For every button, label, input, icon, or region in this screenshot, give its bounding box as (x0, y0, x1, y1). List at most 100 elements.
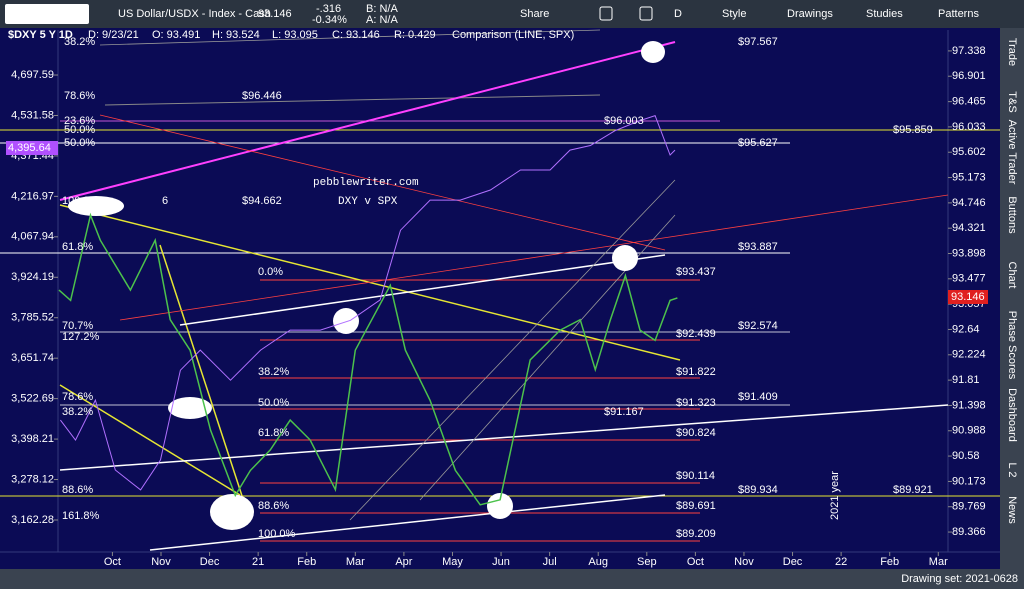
x-tick-label: 22 (835, 556, 847, 568)
sidebar-tab[interactable]: News (1006, 496, 1018, 524)
drawing-line (149, 494, 666, 551)
price-line (58, 212, 678, 506)
sidebar-tab[interactable]: Buttons (1006, 196, 1018, 234)
x-tick-label: Aug (588, 556, 608, 568)
annotation: $89.691 (676, 500, 716, 512)
toolbar-button[interactable]: Studies (866, 8, 903, 20)
annotation: $93.887 (738, 241, 778, 253)
annotation: $94.662 (242, 195, 282, 207)
header-high: H: 93.524 (212, 29, 260, 41)
x-tick-label: Apr (395, 556, 412, 568)
annotation: 23.6% (64, 115, 95, 127)
annotation: $96.446 (242, 90, 282, 102)
annotation: 61.8% (62, 241, 93, 253)
y-tick-label: 96.901 (952, 70, 986, 82)
drawing-line (349, 179, 676, 521)
y-tick-label: 92.64 (952, 323, 980, 335)
highlight-ellipse (487, 493, 513, 519)
x-tick-label: Oct (104, 556, 121, 568)
toolbar-button[interactable]: Patterns (938, 8, 979, 20)
highlight-ellipse (333, 308, 359, 334)
y2-tick-label: 3,522.69 (11, 393, 54, 405)
y2-tick-label: 3,785.52 (11, 312, 54, 324)
annotation: 78.6% (62, 391, 93, 403)
x-tick-label: Oct (687, 556, 704, 568)
toolbar-button[interactable]: Share (520, 8, 549, 20)
highlight-ellipse (641, 41, 665, 63)
header-comparison: Comparison (LINE, SPX) (452, 29, 574, 41)
change: -.316 (316, 3, 341, 15)
sidebar (1000, 28, 1024, 569)
y2-tick-label: 4,216.97 (11, 190, 54, 202)
drawing-set: Drawing set: 2021-0628 (901, 573, 1018, 585)
highlight-ellipse (210, 494, 254, 530)
annotation: $91.822 (676, 366, 716, 378)
x-tick-label: Sep (637, 556, 657, 568)
change-pct: -0.34% (312, 14, 347, 26)
x-tick-label: Jun (492, 556, 510, 568)
compare-tag-bg (6, 141, 58, 155)
y-tick-label: 94.321 (952, 222, 986, 234)
sidebar-tab[interactable]: T&S (1006, 91, 1018, 112)
ask: A: N/A (366, 14, 398, 26)
x-tick-label: May (442, 556, 463, 568)
header-symbol-period: $DXY 5 Y 1D (8, 29, 73, 41)
header-range: R: 0.429 (394, 29, 436, 41)
annotation: 78.6% (64, 90, 95, 102)
x-tick-label: Feb (297, 556, 316, 568)
annotation: 2021 year (829, 471, 841, 520)
annotation: $95.859 (893, 124, 933, 136)
drawing-line (59, 404, 949, 471)
footer-bar (0, 569, 1024, 589)
sidebar-tab[interactable]: Dashboard (1006, 388, 1018, 442)
sidebar-tab[interactable]: Chart (1006, 262, 1018, 289)
sidebar-tab[interactable]: L 2 (1006, 463, 1018, 478)
drawings (0, 29, 1000, 551)
toolbar-button[interactable]: Drawings (787, 8, 833, 20)
drawing-line (119, 194, 949, 321)
price-tag: 93.146 (951, 291, 985, 303)
toolbar-button[interactable]: Style (722, 8, 746, 20)
y-tick-label: 91.81 (952, 374, 980, 386)
x-tick-label: Dec (783, 556, 803, 568)
y-tick-label: 95.602 (952, 146, 986, 158)
annotation: $89.209 (676, 528, 716, 540)
annotation: DXY v SPX (338, 196, 398, 208)
x-tick-label: Jul (543, 556, 557, 568)
x-tick-label: Mar (346, 556, 365, 568)
sidebar-tab[interactable]: Phase Scores (1006, 311, 1018, 380)
annotation: 50.0% (258, 397, 289, 409)
annotation: 127.2% (62, 331, 100, 343)
annotation: 161.8% (62, 510, 100, 522)
toolbar-icon[interactable] (639, 6, 653, 21)
annotation: $91.409 (738, 391, 778, 403)
symbol-input[interactable]: $DXY (10, 8, 39, 20)
annotation: 50.0% (64, 124, 95, 136)
y2-tick-label: 3,162.28 (11, 514, 54, 526)
highlight-ellipse (612, 245, 638, 271)
x-tick-label: Feb (880, 556, 899, 568)
annotation: $89.934 (738, 484, 778, 496)
x-tick-label: Dec (200, 556, 220, 568)
annotation: 100.0% (258, 528, 296, 540)
symbol-box[interactable] (5, 4, 89, 24)
toolbar-button[interactable]: D (674, 8, 682, 20)
header-date: D: 9/23/21 (88, 29, 139, 41)
annotation: 0.0% (258, 266, 283, 278)
annotation: $92.439 (676, 328, 716, 340)
sidebar-tab[interactable]: Trade (1006, 38, 1018, 66)
drawing-line (159, 244, 246, 506)
chart-bg (0, 28, 1000, 569)
annotation: $89.921 (893, 484, 933, 496)
compare-tag: 4,395.64 (8, 142, 51, 154)
y2-tick-label: 4,531.58 (11, 109, 54, 121)
annotation: 100.0% (62, 195, 100, 207)
x-tick-label: 21 (252, 556, 264, 568)
sidebar-tab[interactable]: Active Trader (1006, 120, 1018, 185)
annotation: 38.2% (62, 406, 93, 418)
drawing-line (59, 41, 676, 201)
toolbar-icon[interactable] (599, 6, 613, 21)
highlight-ellipse (68, 196, 124, 216)
